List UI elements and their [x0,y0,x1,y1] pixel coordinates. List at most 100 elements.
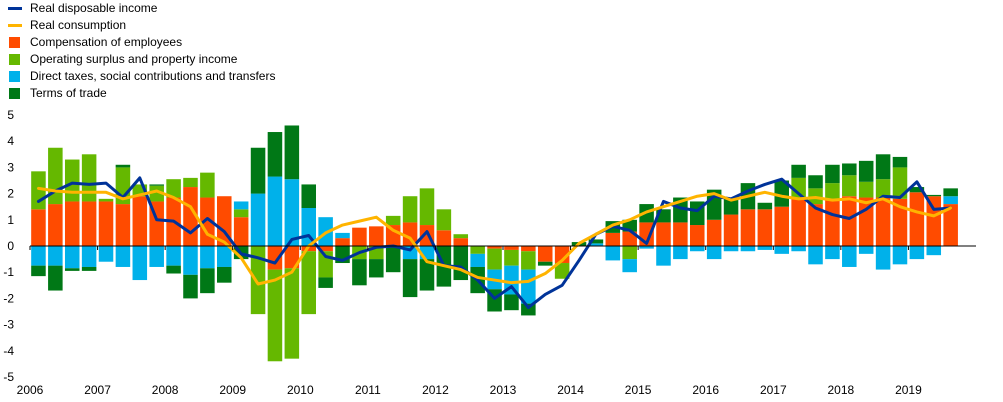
bar-segment [233,209,249,218]
bar-segment [335,238,350,246]
bar-segment [385,215,401,226]
bar-segment [892,156,908,168]
bar-segment [757,209,773,246]
bar-segment [875,246,891,270]
bar-segment [504,249,519,266]
bar-segment [808,204,823,246]
bar-segment [284,268,300,359]
bar-segment [487,248,502,270]
bar-segment [284,179,300,246]
bar-segment [791,164,806,178]
bar-segment [115,246,131,267]
bar-segment [149,246,164,267]
bar-segment [554,263,570,279]
bar-segment [318,246,333,252]
legend-swatch [9,54,20,65]
bar-segment [825,183,840,199]
x-tick-label: 2010 [287,383,314,397]
bar-segment [166,265,181,274]
x-tick-label: 2012 [422,383,449,397]
bar-segment [774,206,789,246]
bar-segment [537,246,553,262]
bar-segment [436,209,452,231]
series-line [36,186,953,286]
bar-segment [842,196,857,246]
bar-segment [926,246,942,256]
y-tick-label: -1 [3,265,14,279]
legend-label: Terms of trade [30,86,107,100]
legend-item: Compensation of employees [8,34,428,51]
bar-segment [200,246,215,269]
bar-segment [875,197,891,246]
bar-segment [419,188,435,226]
bar-segment [369,259,384,278]
legend-swatch [8,7,22,10]
chart-legend: Real disposable income Real consumption Co… [8,0,428,102]
bar-segment [740,246,756,252]
bar-segment [892,246,908,265]
bar-segment [183,177,198,188]
bar-segment [605,232,621,246]
bar-segment [943,188,958,197]
bar-segment [402,196,418,223]
bar-segment [521,303,536,316]
bar-layer [31,125,958,362]
x-tick-label: 2014 [557,383,584,397]
bar-segment [402,259,418,298]
legend-item: Real disposable income [8,0,428,17]
bar-segment [64,246,80,269]
bar-segment [115,164,131,168]
bar-segment [842,246,857,267]
legend-swatch [9,88,20,99]
bar-segment [301,184,316,209]
legend-swatch [8,24,22,27]
bar-segment [487,246,502,249]
bar-segment [825,164,840,184]
bar-segment [81,266,97,271]
bar-segment [98,246,114,262]
bar-segment [385,225,401,246]
bar-segment [385,246,401,273]
bar-segment [656,246,671,266]
bar-segment [588,243,604,246]
bar-segment [842,163,857,176]
axes-layer: -5 -4 -3 -2 -1 0 1 2 3 4 5 2006 2007 2008 2009 2010 2011… [3,108,976,397]
bar-segment [132,246,148,281]
bar-segment [875,179,891,198]
bar-segment [453,246,469,281]
bar-segment [200,197,215,246]
legend-label: Direct taxes, social contributions and t… [30,69,276,83]
bar-segment [504,265,519,295]
bar-segment [740,209,756,246]
bar-segment [267,246,283,270]
bar-segment [64,159,80,202]
bar-segment [622,246,637,260]
y-tick-label: -5 [3,370,14,384]
bar-segment [352,259,367,286]
bar-segment [706,246,722,260]
bar-segment [858,246,874,254]
x-tick-label: 2013 [490,383,517,397]
bar-segment [504,246,519,250]
legend-item: Operating surplus and property income [8,51,428,68]
x-tick-label: 2019 [895,383,922,397]
y-tick-label: 5 [7,108,14,122]
bar-segment [791,246,806,252]
bar-segment [673,222,688,246]
bar-segment [369,226,384,246]
x-tick-label: 2018 [828,383,855,397]
bar-segment [690,246,705,252]
x-tick-label: 2016 [692,383,719,397]
bar-segment [537,261,553,266]
x-tick-label: 2011 [355,383,381,397]
bar-segment [858,160,874,182]
bar-segment [825,246,840,260]
bar-segment [943,204,958,246]
bar-segment [673,246,688,260]
bar-segment [132,184,148,197]
bar-segment [31,209,46,246]
bar-segment [926,194,942,197]
legend-item: Direct taxes, social contributions and t… [8,68,428,85]
legend-item: Real consumption [8,17,428,34]
bar-segment [267,132,283,177]
